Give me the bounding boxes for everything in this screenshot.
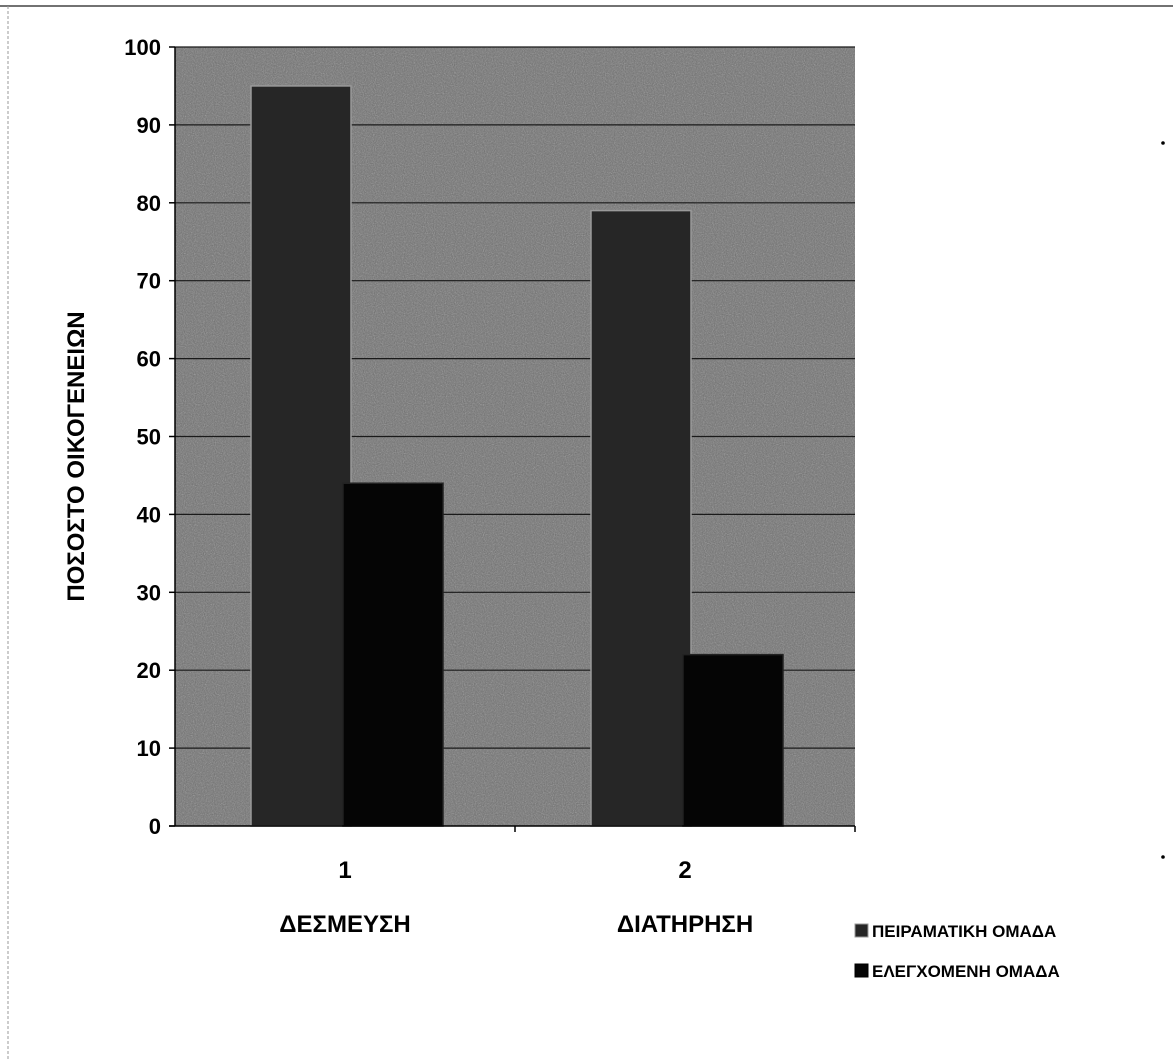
x-tick-label: 1 bbox=[338, 857, 351, 884]
bar-control-2 bbox=[682, 653, 784, 827]
y-tick-label: 50 bbox=[137, 425, 161, 450]
y-tick-label: 30 bbox=[137, 580, 161, 605]
stray-mark bbox=[1161, 855, 1165, 859]
legend: ΠΕΙΡΑΜΑΤΙΚΗ ΟΜΑΔΑ ΕΛΕΓΧΟΜΕΝΗ ΟΜΑΔΑ bbox=[854, 922, 1060, 981]
bar-experimental-1 bbox=[250, 85, 352, 827]
category-name-label: ΔΕΣΜΕΥΣΗ bbox=[279, 911, 410, 938]
y-axis-title: ΠΟΣΟΣΤΟ ΟΙΚΟΓΕΝΕΙΩΝ bbox=[63, 311, 90, 601]
y-tick-label: 100 bbox=[124, 35, 161, 60]
bar-control-1 bbox=[342, 482, 444, 827]
legend-swatch bbox=[854, 963, 869, 978]
category-name-label: ΔΙΑΤΗΡΗΣΗ bbox=[617, 911, 753, 938]
x-tick-label: 2 bbox=[678, 857, 691, 884]
x-axis-labels: 1 ΔΕΣΜΕΥΣΗ 2 ΔΙΑΤΗΡΗΣΗ bbox=[279, 826, 856, 938]
legend-label: ΠΕΙΡΑΜΑΤΙΚΗ ΟΜΑΔΑ bbox=[872, 922, 1056, 941]
legend-label: ΕΛΕΓΧΟΜΕΝΗ ΟΜΑΔΑ bbox=[872, 962, 1060, 981]
y-tick-label: 0 bbox=[149, 814, 161, 839]
y-axis-ticks: 0 10 20 30 40 50 60 70 80 90 100 bbox=[124, 35, 175, 839]
y-tick-label: 80 bbox=[137, 191, 161, 216]
legend-swatch bbox=[854, 923, 869, 938]
y-tick-label: 60 bbox=[137, 347, 161, 372]
y-tick-label: 90 bbox=[137, 113, 161, 138]
y-tick-label: 20 bbox=[137, 658, 161, 683]
bar-experimental-2 bbox=[590, 209, 692, 827]
y-tick-label: 40 bbox=[137, 502, 161, 527]
bars bbox=[250, 85, 784, 827]
stray-mark bbox=[1161, 141, 1165, 145]
y-tick-label: 70 bbox=[137, 269, 161, 294]
y-tick-label: 10 bbox=[137, 736, 161, 761]
